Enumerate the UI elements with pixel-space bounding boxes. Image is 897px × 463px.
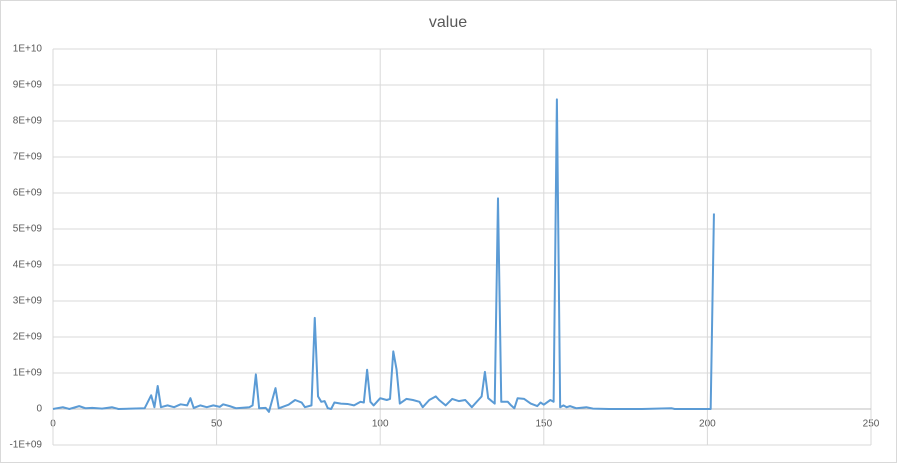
- y-tick-label: 5E+09: [13, 224, 43, 235]
- y-tick-label: 8E+09: [13, 116, 43, 127]
- data-line: [52, 98, 715, 413]
- chart-title: value: [429, 14, 467, 31]
- y-tick-label: 6E+09: [13, 188, 43, 199]
- y-tick-label: 2E+09: [13, 332, 43, 343]
- y-tick-label: 1E+10: [13, 44, 43, 55]
- y-tick-label: 0: [36, 404, 42, 415]
- y-tick-label: -1E+09: [9, 440, 42, 451]
- y-tick-label: 1E+09: [13, 368, 43, 379]
- y-tick-label: 9E+09: [13, 80, 43, 91]
- y-tick-label: 4E+09: [13, 260, 43, 271]
- y-tick-label: 3E+09: [13, 296, 43, 307]
- y-tick-label: 7E+09: [13, 152, 43, 163]
